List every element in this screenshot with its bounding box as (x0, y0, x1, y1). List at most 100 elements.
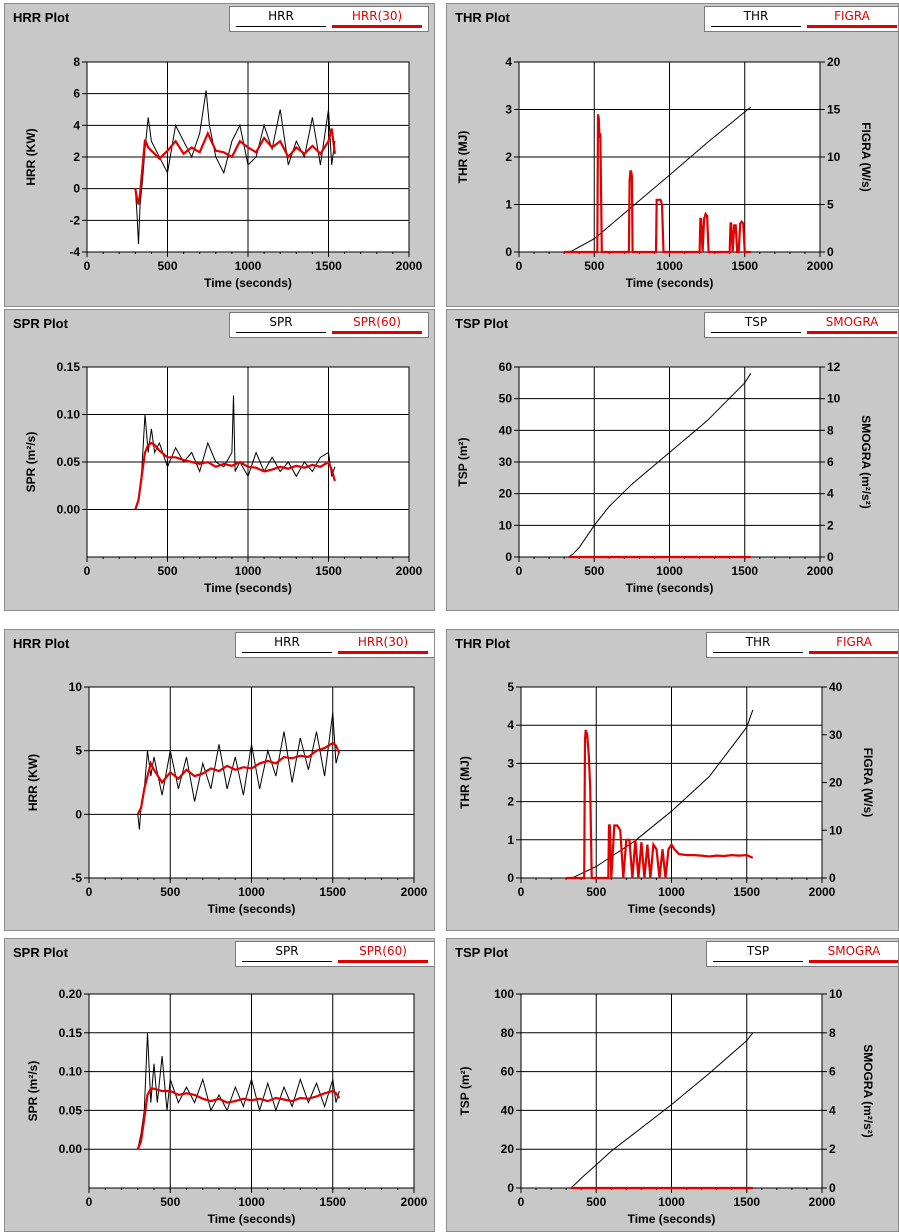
series-line-tsp (570, 1032, 754, 1189)
y-tick-label: 0 (73, 182, 80, 196)
legend-swatch (807, 331, 897, 334)
y-tick-label: 60 (501, 1065, 515, 1079)
x-tick-label: 500 (157, 259, 177, 273)
y-tick-label: 0.00 (59, 1142, 83, 1156)
legend-item-primary: TSP (709, 315, 803, 333)
panel-title: HRR Plot (13, 10, 70, 25)
series-line-figra (564, 114, 751, 254)
legend-label: SPR(60) (353, 315, 401, 329)
x-tick-label: 0 (516, 259, 523, 273)
y2-tick-label: 10 (827, 150, 841, 164)
series-line-spr-60- (136, 1087, 341, 1150)
y-tick-label: 0 (505, 550, 512, 564)
y-tick-label: 3 (505, 103, 512, 117)
legend-item-secondary: FIGRA (805, 9, 898, 28)
y-tick-label: 10 (499, 518, 513, 532)
legend-label: TSP (746, 944, 770, 958)
y2-tick-label: 0 (829, 871, 836, 885)
x-tick-label: 0 (84, 259, 91, 273)
legend-swatch (338, 960, 428, 963)
legend-label: HRR (268, 9, 294, 23)
chart-svg: 0 500 1000 1500 2000 0.00 0.05 0.10 0.15 0.20 Time… (26, 987, 428, 1226)
y2-tick-label: 0 (827, 245, 834, 259)
x-tick-label: 0 (516, 564, 523, 578)
y-tick-label: 10 (69, 680, 83, 694)
legend-label: THR (745, 635, 771, 649)
y-tick-label: -4 (69, 245, 80, 259)
y-tick-label: 80 (501, 1026, 515, 1040)
series-line-hrr (137, 712, 340, 830)
y2-tick-label: 30 (829, 728, 843, 742)
y-axis-label: SPR (m²/s) (24, 432, 38, 493)
x-tick-label: 2000 (396, 259, 423, 273)
y2-tick-label: 0 (827, 550, 834, 564)
y-tick-label: 50 (499, 392, 513, 406)
x-tick-label: 500 (160, 885, 180, 899)
x-axis-label: Time (seconds) (204, 276, 292, 290)
x-tick-label: 1500 (315, 259, 342, 273)
y-tick-label: 4 (507, 718, 514, 732)
y2-tick-label: 20 (829, 776, 843, 790)
legend-item-primary: TSP (711, 944, 805, 962)
y2-tick-label: 40 (829, 680, 843, 694)
panel-title: TSP Plot (455, 316, 509, 331)
y-tick-label: 5 (507, 680, 514, 694)
legend-swatch (809, 960, 898, 963)
x-axis-label: Time (seconds) (628, 1212, 716, 1226)
x-axis-label: Time (seconds) (626, 276, 714, 290)
legend-label: HRR(30) (351, 9, 403, 23)
legend-label: HRR(30) (357, 635, 409, 649)
x-tick-label: 1000 (238, 885, 265, 899)
legend-swatch (236, 26, 326, 27)
x-tick-label: 1500 (733, 1195, 760, 1209)
x-axis-label: Time (seconds) (626, 581, 714, 595)
y-tick-label: 0.10 (57, 408, 81, 422)
y-tick-label: 1 (505, 198, 512, 212)
legend-label: SPR (269, 315, 293, 329)
x-tick-label: 1500 (315, 564, 342, 578)
x-axis-label: Time (seconds) (628, 902, 716, 916)
legend-label: SMOGRA (827, 944, 881, 958)
plot-panel-1: HRR Plot HRR HRR(30) 0 500 1000 1500 2000 -4 -2 0 2… (4, 3, 435, 307)
x-tick-label: 1000 (238, 1195, 265, 1209)
panel-title: SPR Plot (13, 945, 68, 960)
legend-label: TSP (744, 315, 768, 329)
x-tick-label: 0 (518, 885, 525, 899)
y-tick-label: 0 (75, 807, 82, 821)
legend: HRR HRR(30) (235, 632, 434, 658)
plot-panel-7: SPR Plot SPR SPR(60) 0 500 1000 1500 2000 0.00 0.… (4, 938, 435, 1232)
legend-item-secondary: SMOGRA (805, 315, 898, 334)
plot-panel-2: THR Plot THR FIGRA 0 500 1000 1500 2000 0 1 2 3 4 0 5 1… (446, 3, 899, 307)
y2-axis-label: FIGRA (W/s) (861, 748, 875, 818)
chart-svg: 0 500 1000 1500 2000 -5 0 5 10 Time (seconds) HRR … (26, 680, 428, 916)
panel-title: SPR Plot (13, 316, 68, 331)
legend-swatch (236, 332, 326, 333)
series-line-hrr-30- (134, 128, 336, 205)
plot-panel-5: HRR Plot HRR HRR(30) 0 500 1000 1500 2000 -5 0 5 10… (4, 629, 435, 931)
y-tick-label: 20 (501, 1142, 515, 1156)
y-tick-label: 3 (507, 756, 514, 770)
y2-axis-label: SMOGRA (m²/s²) (861, 1044, 875, 1138)
legend-swatch (713, 961, 803, 962)
x-tick-label: 2000 (807, 259, 834, 273)
legend: THR FIGRA (706, 632, 898, 658)
legend-swatch (711, 332, 801, 333)
legend-item-secondary: HRR(30) (330, 9, 424, 28)
y-tick-label: 2 (507, 795, 514, 809)
legend: TSP SMOGRA (706, 941, 898, 967)
legend-item-secondary: SPR(60) (330, 315, 424, 334)
y-tick-label: 0 (505, 245, 512, 259)
legend-label: SPR(60) (359, 944, 407, 958)
plot-panel-6: THR Plot THR FIGRA 0 500 1000 1500 2000 0 1 2 3 4 5 0 1… (446, 629, 899, 931)
y-tick-label: 2 (73, 150, 80, 164)
x-tick-label: 2000 (401, 885, 428, 899)
legend-item-primary: THR (709, 9, 803, 27)
x-tick-label: 0 (518, 1195, 525, 1209)
x-tick-label: 500 (586, 1195, 606, 1209)
y2-tick-label: 20 (827, 55, 841, 69)
y2-axis-label: FIGRA (W/s) (859, 122, 873, 192)
y-axis-label: HRR (KW) (26, 754, 40, 811)
plot-panel-8: TSP Plot TSP SMOGRA 0 500 1000 1500 2000 0 20 40 60… (446, 938, 899, 1232)
y-tick-label: 0.05 (57, 455, 81, 469)
